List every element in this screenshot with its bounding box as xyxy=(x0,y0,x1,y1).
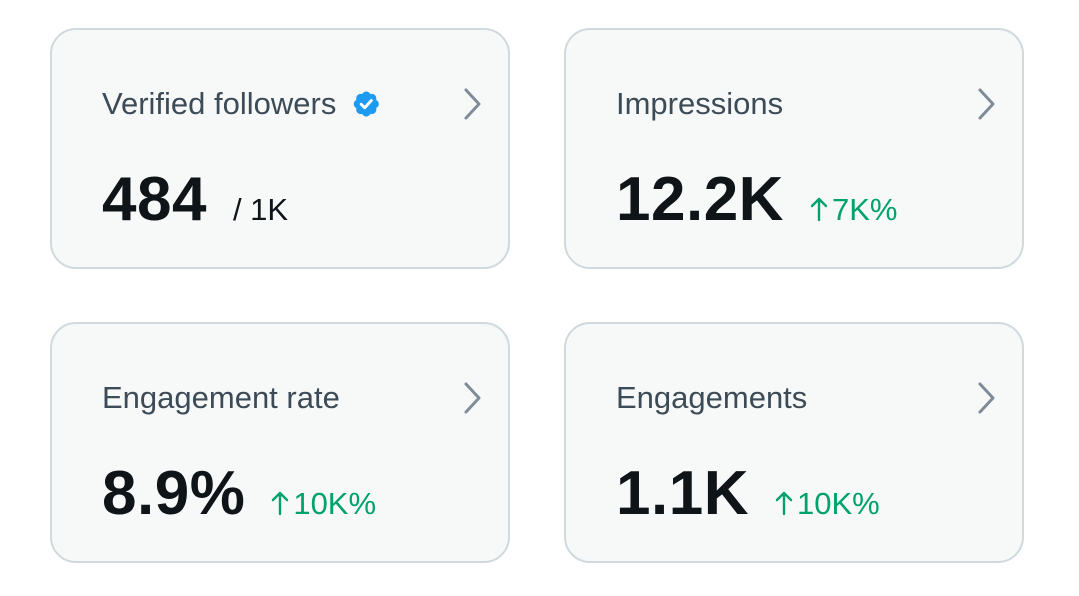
metric-value: 12.2K xyxy=(616,165,784,234)
card-title-label: Impressions xyxy=(616,86,784,121)
metric-value: 1.1K xyxy=(616,459,749,528)
metric-delta: 7K% xyxy=(810,192,897,228)
engagement-rate-card[interactable]: Engagement rate 8.9% 10K% xyxy=(50,322,510,563)
delta-value: 10K% xyxy=(293,486,377,521)
metric-delta: 10K% xyxy=(271,486,376,522)
card-title-label: Engagements xyxy=(616,380,808,415)
engagements-title: Engagements xyxy=(616,380,807,416)
engagement-rate-value-row: 8.9% 10K% xyxy=(102,462,376,526)
verified-badge-icon xyxy=(350,88,382,120)
chevron-right-icon[interactable] xyxy=(462,86,484,122)
metric-value: 484 xyxy=(102,165,207,234)
impressions-value-row: 12.2K 7K% xyxy=(616,168,897,232)
delta-value: 7K% xyxy=(831,192,898,227)
engagement-rate-title: Engagement rate xyxy=(102,380,340,416)
verified-followers-card[interactable]: Verified followers 484 / 1K xyxy=(50,28,510,269)
chevron-right-icon[interactable] xyxy=(976,380,998,416)
delta-value: 10K% xyxy=(796,486,880,521)
arrow-up-icon xyxy=(810,197,828,222)
metric-value: 8.9% xyxy=(102,459,246,528)
chevron-right-icon[interactable] xyxy=(462,380,484,416)
arrow-up-icon xyxy=(775,491,793,516)
impressions-card[interactable]: Impressions 12.2K 7K% xyxy=(564,28,1024,269)
verified-followers-title: Verified followers xyxy=(102,86,382,122)
metric-goal: / 1K xyxy=(232,192,289,227)
chevron-right-icon[interactable] xyxy=(976,86,998,122)
engagements-value-row: 1.1K 10K% xyxy=(616,462,880,526)
card-title-label: Verified followers xyxy=(102,86,337,121)
card-title-label: Engagement rate xyxy=(102,380,340,415)
analytics-cards-grid: Verified followers 484 / 1K Impressions … xyxy=(50,28,1028,568)
arrow-up-icon xyxy=(272,491,289,516)
engagements-card[interactable]: Engagements 1.1K 10K% xyxy=(564,322,1024,563)
metric-delta: 10K% xyxy=(775,486,880,522)
verified-followers-value-row: 484 / 1K xyxy=(102,168,288,232)
impressions-title: Impressions xyxy=(616,86,783,122)
